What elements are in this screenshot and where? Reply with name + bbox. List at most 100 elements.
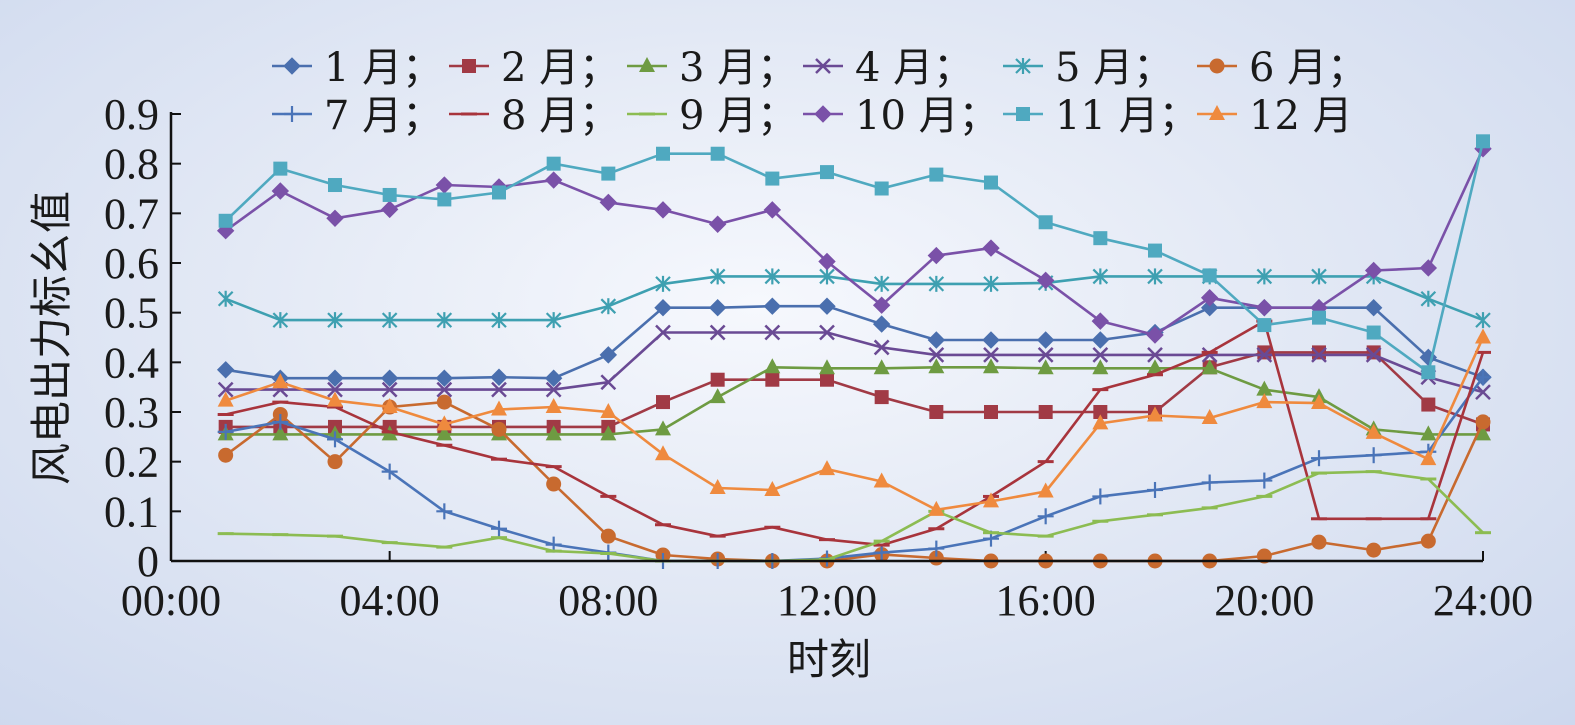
y-tick-label: 0.8: [104, 140, 159, 189]
y-tick-label: 0.4: [104, 338, 159, 387]
data-point: [655, 420, 671, 436]
data-point: [818, 297, 836, 315]
data-point: [1420, 450, 1437, 466]
data-point: [272, 413, 289, 430]
data-point: [491, 400, 507, 416]
x-tick-label: 00:00: [121, 576, 221, 625]
data-point: [1256, 346, 1273, 363]
data-point: [1256, 380, 1273, 396]
data-point: [600, 298, 617, 315]
data-point: [873, 359, 890, 375]
data-point: [1365, 447, 1382, 464]
legend-label: 11 月；: [1055, 93, 1199, 139]
data-point: [436, 312, 453, 329]
data-point: [1475, 425, 1491, 441]
series-3: [217, 358, 1491, 441]
data-point: [1092, 359, 1109, 375]
data-point: [327, 391, 343, 407]
legend-marker: [814, 105, 832, 123]
data-point: [216, 361, 235, 379]
data-point: [1202, 268, 1217, 283]
series-10: [216, 140, 1492, 344]
data-point: [764, 268, 781, 285]
data-point: [1092, 346, 1109, 363]
data-point: [709, 324, 726, 341]
series-7: [217, 369, 1491, 569]
legend-item-5: 5 月；: [1003, 45, 1173, 91]
data-point: [763, 201, 782, 219]
legend-marker: [462, 59, 476, 73]
data-point: [327, 431, 343, 448]
data-point: [929, 405, 944, 419]
legend-label: 10 月；: [855, 93, 999, 139]
legend-item-6: 6 月；: [1197, 45, 1367, 91]
series-line-12: [225, 336, 1485, 512]
data-point: [1311, 450, 1327, 467]
data-point: [217, 423, 234, 440]
data-point: [874, 390, 889, 405]
legend-label: 7 月；: [324, 93, 442, 139]
data-point: [491, 421, 507, 437]
legend-label: 5 月；: [1055, 45, 1173, 91]
legend-marker: [1209, 105, 1225, 120]
data-point: [435, 176, 454, 194]
data-point: [1093, 405, 1108, 419]
data-point: [490, 368, 508, 386]
legend-marker: [1015, 58, 1031, 74]
data-point: [1201, 359, 1218, 375]
data-point: [1036, 271, 1055, 290]
data-point: [1147, 359, 1163, 375]
data-point: [928, 346, 945, 363]
x-tick-label: 20:00: [1214, 576, 1314, 625]
series-line-4: [225, 331, 1484, 394]
data-point: [327, 381, 343, 398]
data-point: [546, 156, 561, 171]
data-point: [1255, 298, 1274, 317]
data-point: [380, 369, 399, 387]
series-11: [218, 134, 1490, 380]
series-line-10: [224, 148, 1485, 337]
data-point: [1365, 346, 1382, 363]
legend-label: 3 月；: [679, 45, 797, 91]
data-point: [435, 369, 454, 387]
data-point: [1092, 268, 1109, 285]
data-point: [436, 394, 452, 410]
data-point: [326, 369, 344, 387]
data-point: [873, 472, 890, 488]
legend-label: 2 月；: [501, 45, 619, 91]
data-point: [273, 161, 288, 176]
x-tick-label: 16:00: [996, 576, 1096, 625]
data-point: [272, 373, 289, 389]
data-point: [654, 201, 672, 219]
data-point: [436, 503, 453, 520]
data-point: [599, 346, 618, 364]
legend-item-12: 12 月: [1197, 93, 1353, 139]
data-point: [600, 528, 616, 544]
data-point: [1476, 134, 1490, 149]
data-point: [710, 146, 725, 161]
data-point: [1312, 345, 1326, 360]
data-point: [492, 185, 506, 200]
data-point: [765, 171, 780, 186]
data-point: [655, 324, 671, 341]
data-point: [599, 193, 618, 212]
data-point: [544, 369, 563, 387]
data-point: [873, 339, 890, 356]
data-point: [1200, 298, 1219, 317]
data-point: [545, 425, 562, 441]
data-point: [927, 331, 946, 349]
data-point: [545, 381, 562, 398]
series-line-8: [225, 319, 1485, 547]
data-point: [763, 297, 782, 315]
data-point: [1038, 405, 1053, 419]
data-point: [218, 213, 233, 228]
data-point: [765, 372, 780, 387]
data-point: [819, 359, 835, 375]
data-point: [708, 298, 727, 317]
data-point: [983, 346, 999, 363]
data-point: [1093, 231, 1108, 246]
data-point: [1037, 508, 1054, 525]
data-point: [1200, 289, 1219, 307]
legend-item-9: 9 月；: [627, 93, 797, 139]
legend-marker: [815, 58, 831, 74]
